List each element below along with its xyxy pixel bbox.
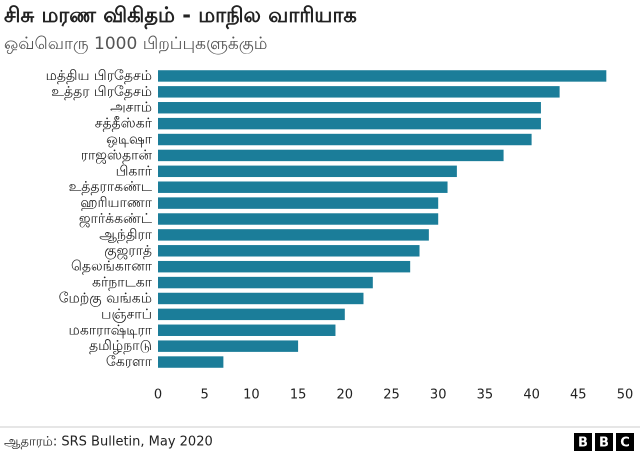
y-tick-label: சத்தீஸ்கர் bbox=[95, 116, 153, 132]
bar bbox=[158, 292, 364, 305]
chart-subtitle: ஒவ்வொரு 1000 பிறப்புகளுக்கும் bbox=[4, 34, 267, 54]
bar bbox=[158, 117, 541, 130]
source: ஆதாரம்: SRS Bulletin, May 2020 bbox=[4, 435, 213, 450]
x-tick-label: 45 bbox=[570, 388, 587, 403]
x-tick-label: 15 bbox=[290, 388, 307, 403]
y-tick-label: கேரளா bbox=[106, 354, 153, 370]
bar bbox=[158, 229, 429, 241]
bar bbox=[158, 197, 439, 209]
x-tick-label: 5 bbox=[201, 388, 209, 403]
bar bbox=[158, 260, 411, 273]
y-tick-label: பஞ்சாப் bbox=[101, 306, 152, 322]
x-tick-label: 10 bbox=[243, 388, 260, 403]
chart-title: சிசு மரண விகிதம் - மாநில வாரியாக bbox=[4, 3, 357, 30]
y-tick-label: மத்திய பிரதேசம் bbox=[46, 68, 152, 84]
y-tick-label: மேற்கு வங்கம் bbox=[59, 290, 152, 307]
bar bbox=[158, 324, 336, 336]
bar bbox=[158, 308, 345, 321]
bar bbox=[158, 133, 532, 146]
y-tick-label: ஹரியாணா bbox=[80, 195, 152, 211]
y-tick-label: ஒடிஷா bbox=[106, 132, 153, 148]
bar bbox=[158, 356, 224, 368]
bar bbox=[158, 102, 541, 114]
bar bbox=[158, 213, 439, 225]
x-tick-label: 30 bbox=[430, 388, 447, 403]
logo-letter: C bbox=[620, 436, 630, 451]
y-tick-label: உத்தராகண்ட bbox=[69, 179, 152, 195]
y-tick-label: ஆந்திரா bbox=[99, 227, 152, 243]
bar bbox=[158, 181, 448, 193]
bar bbox=[158, 86, 560, 98]
x-tick-label: 0 bbox=[154, 388, 162, 403]
bar bbox=[158, 149, 504, 162]
y-tick-label: மகாராஷ்டிரா bbox=[69, 322, 153, 338]
y-tick-label: குஜராத் bbox=[104, 243, 152, 260]
logo-letter: B bbox=[578, 436, 588, 451]
y-tick-label: ஜார்க்கண்ட் bbox=[79, 211, 152, 228]
bar bbox=[158, 245, 420, 257]
bar bbox=[158, 165, 457, 178]
bar bbox=[158, 276, 373, 289]
y-tick-label: அசாம் bbox=[110, 100, 152, 116]
x-tick-label: 40 bbox=[523, 388, 540, 403]
x-tick-label: 20 bbox=[337, 388, 354, 403]
x-tick-label: 35 bbox=[477, 388, 494, 403]
logo-box bbox=[595, 433, 613, 451]
logo-box bbox=[616, 433, 634, 451]
bar bbox=[158, 340, 299, 352]
x-tick-label: 25 bbox=[383, 388, 400, 403]
y-tick-label: உத்தர பிரதேசம் bbox=[51, 84, 152, 100]
y-tick-label: கர்நாடகா bbox=[92, 275, 153, 291]
x-tick-label: 50 bbox=[617, 388, 634, 403]
y-tick-label: பிகார் bbox=[116, 163, 153, 179]
logo-letter: B bbox=[599, 436, 609, 451]
logo-box bbox=[574, 433, 592, 451]
y-tick-label: தெலங்கானா bbox=[71, 259, 153, 275]
bar bbox=[158, 70, 607, 82]
y-tick-label: ராஜஸ்தான் bbox=[81, 147, 153, 164]
y-tick-label: தமிழ்நாடு bbox=[89, 338, 152, 354]
